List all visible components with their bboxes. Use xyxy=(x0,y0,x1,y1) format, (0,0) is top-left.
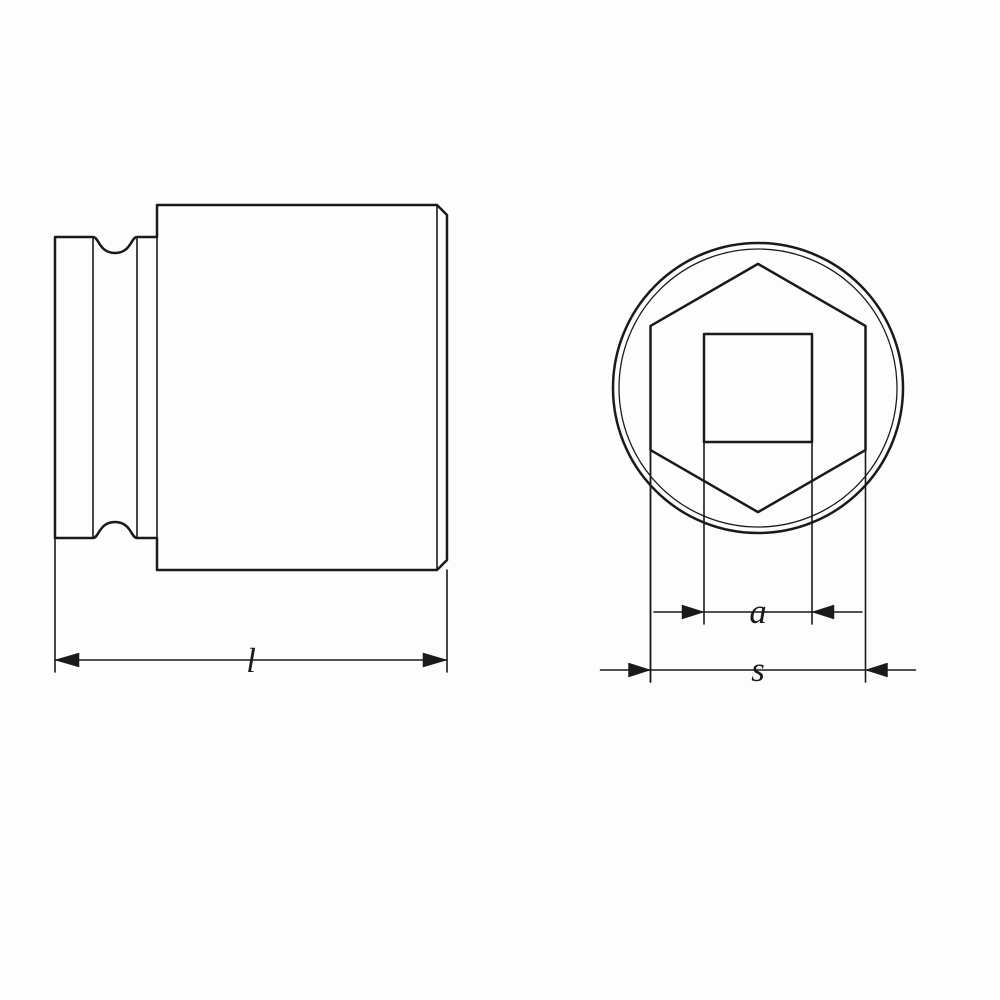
svg-text:s: s xyxy=(751,651,764,689)
svg-text:a: a xyxy=(749,593,766,631)
svg-text:l: l xyxy=(246,642,256,680)
